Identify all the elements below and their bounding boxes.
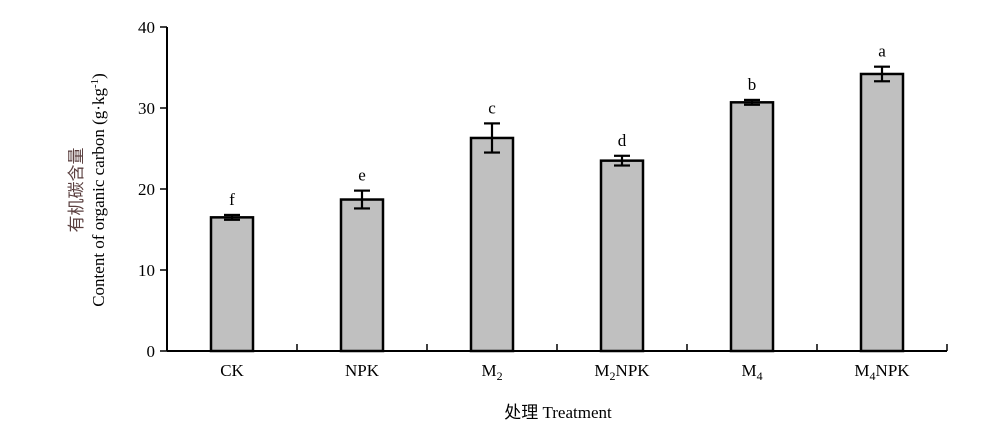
significance-label: f: [229, 190, 235, 209]
bar: [729, 101, 775, 353]
significance-label: e: [358, 166, 366, 185]
significance-label: d: [618, 131, 627, 150]
x-tick-label: M2: [481, 361, 502, 383]
bar: [209, 216, 255, 353]
x-tick-label: M2NPK: [594, 361, 650, 383]
x-tick-label: M4NPK: [854, 361, 910, 383]
x-axis-title: 处理 Treatment: [504, 403, 612, 422]
x-axis-title-group: 处理 Treatment: [504, 403, 612, 422]
bar: [859, 72, 905, 353]
y-axis-title-zh: 有机碳含量: [67, 148, 86, 233]
x-tick-label: NPK: [345, 361, 380, 380]
bar: [469, 136, 515, 353]
y-tick-label: 0: [147, 342, 156, 361]
y-tick-label: 30: [138, 99, 155, 118]
y-axis-title-en: Content of organic carbon (g·kg-1): [89, 73, 108, 307]
y-tick-label: 10: [138, 261, 155, 280]
significance-label: b: [748, 75, 757, 94]
y-axis-title-group: 有机碳含量 Content of organic carbon (g·kg-1): [67, 73, 108, 307]
x-tick-label: M4: [741, 361, 762, 383]
y-tick-label: 20: [138, 180, 155, 199]
y-tick-label: 40: [138, 18, 155, 37]
bar: [599, 159, 645, 353]
bar: [339, 198, 385, 353]
significance-label: a: [878, 42, 886, 61]
x-tick-label: CK: [220, 361, 244, 380]
significance-label: c: [488, 98, 496, 117]
